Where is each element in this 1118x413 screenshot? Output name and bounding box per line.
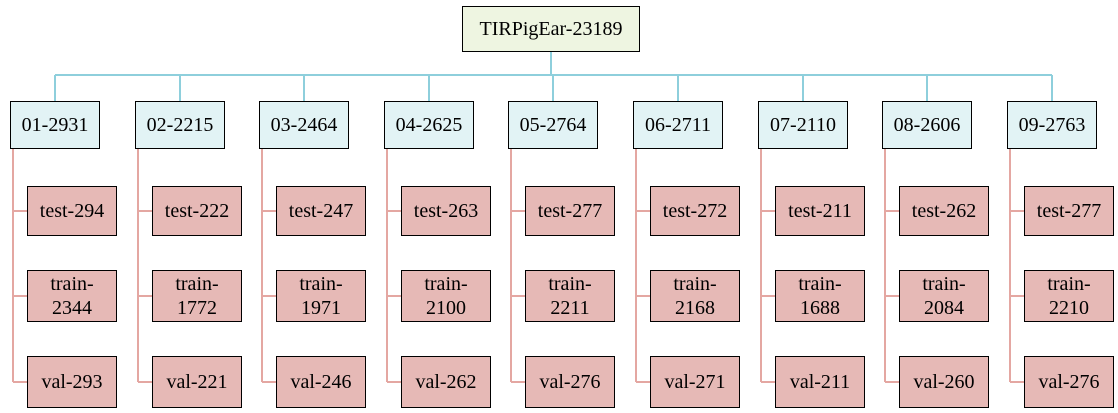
split-label: train- 2344 xyxy=(50,273,94,319)
split-label: val-262 xyxy=(415,371,477,393)
fold-node: 01-2931 xyxy=(10,101,100,149)
fold-label: 05-2764 xyxy=(519,114,587,136)
fold-label: 04-2625 xyxy=(395,114,463,136)
split-label: train- 2211 xyxy=(548,273,592,319)
fold-node: 06-2711 xyxy=(633,101,723,149)
split-node: val-271 xyxy=(650,356,740,408)
split-node: test-277 xyxy=(525,186,615,236)
split-node: train- 2211 xyxy=(525,270,615,322)
fold-node: 04-2625 xyxy=(384,101,474,149)
split-label: train- 1688 xyxy=(798,273,842,319)
fold-label: 07-2110 xyxy=(770,114,836,136)
split-label: test-211 xyxy=(788,200,852,222)
split-node: train- 2210 xyxy=(1024,270,1114,322)
split-node: test-277 xyxy=(1024,186,1114,236)
fold-node: 02-2215 xyxy=(135,101,225,149)
split-label: val-271 xyxy=(664,371,726,393)
split-node: train- 2344 xyxy=(27,270,117,322)
split-label: val-211 xyxy=(789,371,851,393)
split-node: val-246 xyxy=(276,356,366,408)
split-label: test-277 xyxy=(1036,200,1102,222)
split-node: test-247 xyxy=(276,186,366,236)
split-label: val-260 xyxy=(913,371,975,393)
split-node: test-263 xyxy=(401,186,491,236)
fold-node: 08-2606 xyxy=(882,101,972,149)
fold-node: 09-2763 xyxy=(1007,101,1097,149)
root-node: TIRPigEar-23189 xyxy=(462,6,640,52)
split-node: val-262 xyxy=(401,356,491,408)
split-label: train- 2100 xyxy=(424,273,468,319)
split-node: train- 2168 xyxy=(650,270,740,322)
split-label: train- 2084 xyxy=(922,273,966,319)
fold-label: 06-2711 xyxy=(645,114,711,136)
split-node: test-222 xyxy=(152,186,242,236)
split-node: train- 2100 xyxy=(401,270,491,322)
root-label: TIRPigEar-23189 xyxy=(479,18,623,40)
split-label: train- 2210 xyxy=(1047,273,1091,319)
split-label: test-222 xyxy=(164,200,230,222)
split-label: test-263 xyxy=(413,200,479,222)
split-node: test-211 xyxy=(775,186,865,236)
fold-label: 02-2215 xyxy=(146,114,214,136)
fold-node: 07-2110 xyxy=(758,101,848,149)
split-label: test-247 xyxy=(288,200,354,222)
split-label: val-246 xyxy=(290,371,352,393)
split-label: test-294 xyxy=(39,200,105,222)
split-node: val-276 xyxy=(1024,356,1114,408)
fold-label: 03-2464 xyxy=(270,114,338,136)
split-label: train- 1772 xyxy=(175,273,219,319)
split-label: test-272 xyxy=(662,200,728,222)
split-label: val-293 xyxy=(41,371,103,393)
split-node: train- 1688 xyxy=(775,270,865,322)
split-node: val-211 xyxy=(775,356,865,408)
split-node: train- 2084 xyxy=(899,270,989,322)
split-label: test-262 xyxy=(911,200,977,222)
split-node: val-221 xyxy=(152,356,242,408)
split-label: val-276 xyxy=(539,371,601,393)
split-node: val-260 xyxy=(899,356,989,408)
fold-label: 09-2763 xyxy=(1018,114,1086,136)
split-node: train- 1971 xyxy=(276,270,366,322)
fold-label: 01-2931 xyxy=(21,114,89,136)
fold-node: 03-2464 xyxy=(259,101,349,149)
split-label: val-221 xyxy=(166,371,228,393)
split-node: train- 1772 xyxy=(152,270,242,322)
split-label: train- 2168 xyxy=(673,273,717,319)
fold-label: 08-2606 xyxy=(893,114,961,136)
split-node: test-294 xyxy=(27,186,117,236)
split-label: test-277 xyxy=(537,200,603,222)
split-label: train- 1971 xyxy=(299,273,343,319)
split-label: val-276 xyxy=(1038,371,1100,393)
split-node: val-276 xyxy=(525,356,615,408)
split-node: val-293 xyxy=(27,356,117,408)
fold-node: 05-2764 xyxy=(508,101,598,149)
split-node: test-262 xyxy=(899,186,989,236)
split-node: test-272 xyxy=(650,186,740,236)
